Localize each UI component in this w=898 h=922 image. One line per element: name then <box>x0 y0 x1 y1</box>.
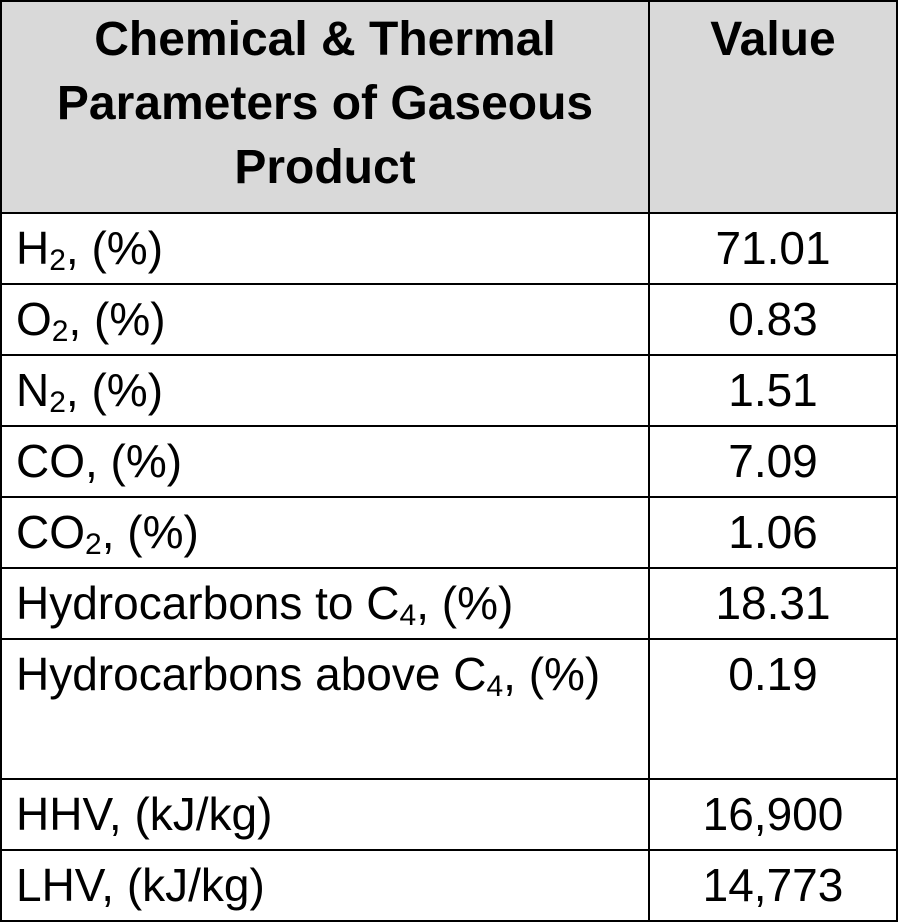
table-body: H2, (%) 71.01 O2, (%) 0.83 N2, (%) 1.51 … <box>0 212 898 922</box>
parameter-name: Hydrocarbons above C <box>16 648 487 700</box>
table-row: HHV, (kJ/kg) 16,900 <box>0 778 898 851</box>
parameter-subscript: 2 <box>51 315 69 348</box>
parameter-name: H <box>16 222 50 274</box>
parameter-name: O <box>16 293 52 345</box>
value-cell: 18.31 <box>648 567 898 640</box>
parameter-subscript: 2 <box>85 528 102 561</box>
parameter-cell: N2, (%) <box>0 354 650 427</box>
header-value: Value <box>648 0 898 214</box>
parameter-name: Hydrocarbons to C <box>16 577 400 629</box>
parameter-name: N <box>16 364 50 416</box>
table-row: H2, (%) 71.01 <box>0 212 898 285</box>
table-row: LHV, (kJ/kg) 14,773 <box>0 849 898 922</box>
table-row: CO, (%) 7.09 <box>0 425 898 498</box>
parameter-subscript: 2 <box>49 386 66 419</box>
parameter-name: CO <box>16 506 85 558</box>
value-cell: 16,900 <box>648 778 898 851</box>
parameter-name: CO, (%) <box>16 435 183 487</box>
value-cell: 7.09 <box>648 425 898 498</box>
table-row: CO2, (%) 1.06 <box>0 496 898 569</box>
table-header: Chemical & Thermal Parameters of Gaseous… <box>0 0 898 214</box>
table-row: N2, (%) 1.51 <box>0 354 898 427</box>
header-parameter: Chemical & Thermal Parameters of Gaseous… <box>0 0 650 214</box>
value-cell: 1.51 <box>648 354 898 427</box>
parameter-name: LHV, (kJ/kg) <box>16 859 265 911</box>
parameter-subscript: 4 <box>486 670 504 703</box>
parameter-subscript: 2 <box>49 244 66 277</box>
table-row: Hydrocarbons above C4, (%) 0.19 <box>0 638 898 780</box>
parameter-suffix: , (%) <box>101 506 199 558</box>
parameter-cell: Hydrocarbons above C4, (%) <box>0 638 650 780</box>
value-cell: 1.06 <box>648 496 898 569</box>
parameter-suffix: , (%) <box>65 364 164 416</box>
parameter-cell: O2, (%) <box>0 283 650 356</box>
parameter-cell: Hydrocarbons to C4, (%) <box>0 567 650 640</box>
parameter-cell: HHV, (kJ/kg) <box>0 778 650 851</box>
parameter-suffix: , (%) <box>503 648 601 700</box>
value-cell: 71.01 <box>648 212 898 285</box>
parameter-suffix: , (%) <box>416 577 514 629</box>
parameter-cell: CO, (%) <box>0 425 650 498</box>
table-row: O2, (%) 0.83 <box>0 283 898 356</box>
header-row: Chemical & Thermal Parameters of Gaseous… <box>0 0 898 214</box>
parameter-cell: H2, (%) <box>0 212 650 285</box>
value-cell: 14,773 <box>648 849 898 922</box>
value-cell: 0.19 <box>648 638 898 780</box>
value-cell: 0.83 <box>648 283 898 356</box>
parameter-subscript: 4 <box>399 599 417 632</box>
table-row: Hydrocarbons to C4, (%) 18.31 <box>0 567 898 640</box>
parameter-suffix: , (%) <box>68 293 166 345</box>
parameter-name: HHV, (kJ/kg) <box>16 788 273 840</box>
parameter-cell: LHV, (kJ/kg) <box>0 849 650 922</box>
parameter-suffix: , (%) <box>65 222 164 274</box>
parameter-cell: CO2, (%) <box>0 496 650 569</box>
